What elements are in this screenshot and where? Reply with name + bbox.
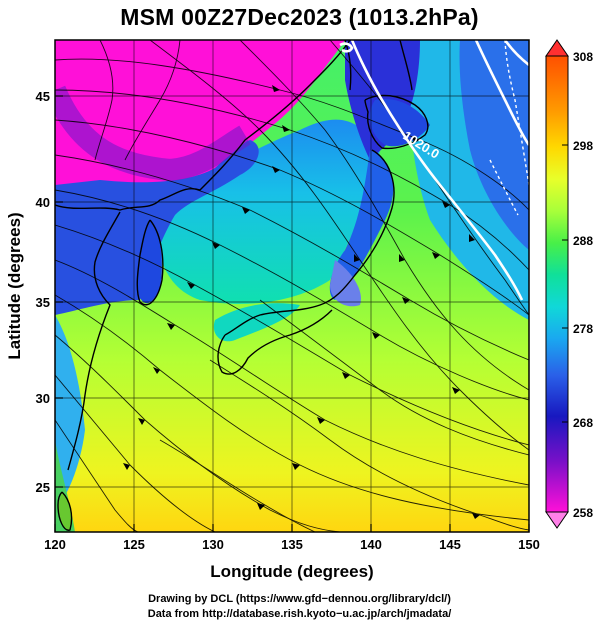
y-axis-label: Latitude (degrees) <box>5 212 24 359</box>
wind-arrowheads <box>123 85 480 519</box>
colorbar-tick-label: 288 <box>573 234 593 248</box>
lat-lon-grid <box>55 40 529 532</box>
tick-marks <box>54 95 530 532</box>
y-tick-label: 45 <box>36 89 50 104</box>
colorbar-tick-label: 308 <box>573 50 593 64</box>
colorbar-tick-label: 298 <box>573 139 593 153</box>
x-tick-label: 125 <box>123 537 145 552</box>
x-tick-label: 135 <box>281 537 303 552</box>
x-tick-label: 130 <box>202 537 224 552</box>
colorbar-tick-label: 268 <box>573 416 593 430</box>
x-tick-label: 145 <box>439 537 461 552</box>
credit-data-source: Data from http://database.rish.kyoto−u.a… <box>147 608 452 620</box>
y-tick-label: 30 <box>36 391 50 406</box>
y-tick-label: 35 <box>36 295 50 310</box>
x-axis-label: Longitude (degrees) <box>210 562 373 581</box>
colorbar: 308 298 288 278 268 258 <box>545 39 593 529</box>
x-tick-label: 120 <box>44 537 66 552</box>
y-tick-label: 40 <box>36 195 50 210</box>
x-tick-label: 140 <box>360 537 382 552</box>
x-tick-label: 150 <box>518 537 540 552</box>
map-title: MSM 00Z27Dec2023 (1013.2hPa) <box>120 4 479 30</box>
isobar-contours-dashed <box>489 40 529 216</box>
wind-streamlines <box>55 40 529 532</box>
isobar-contours <box>339 40 529 301</box>
colorbar-gradient <box>546 56 568 512</box>
colorbar-top-arrow <box>545 39 569 57</box>
credit-drawing: Drawing by DCL (https://www.gfd−dennou.o… <box>148 593 451 605</box>
colorbar-bottom-arrow <box>545 511 569 529</box>
colorbar-tick-label: 258 <box>573 506 593 520</box>
colorbar-tick-label: 278 <box>573 322 593 336</box>
y-tick-label: 25 <box>36 480 50 495</box>
